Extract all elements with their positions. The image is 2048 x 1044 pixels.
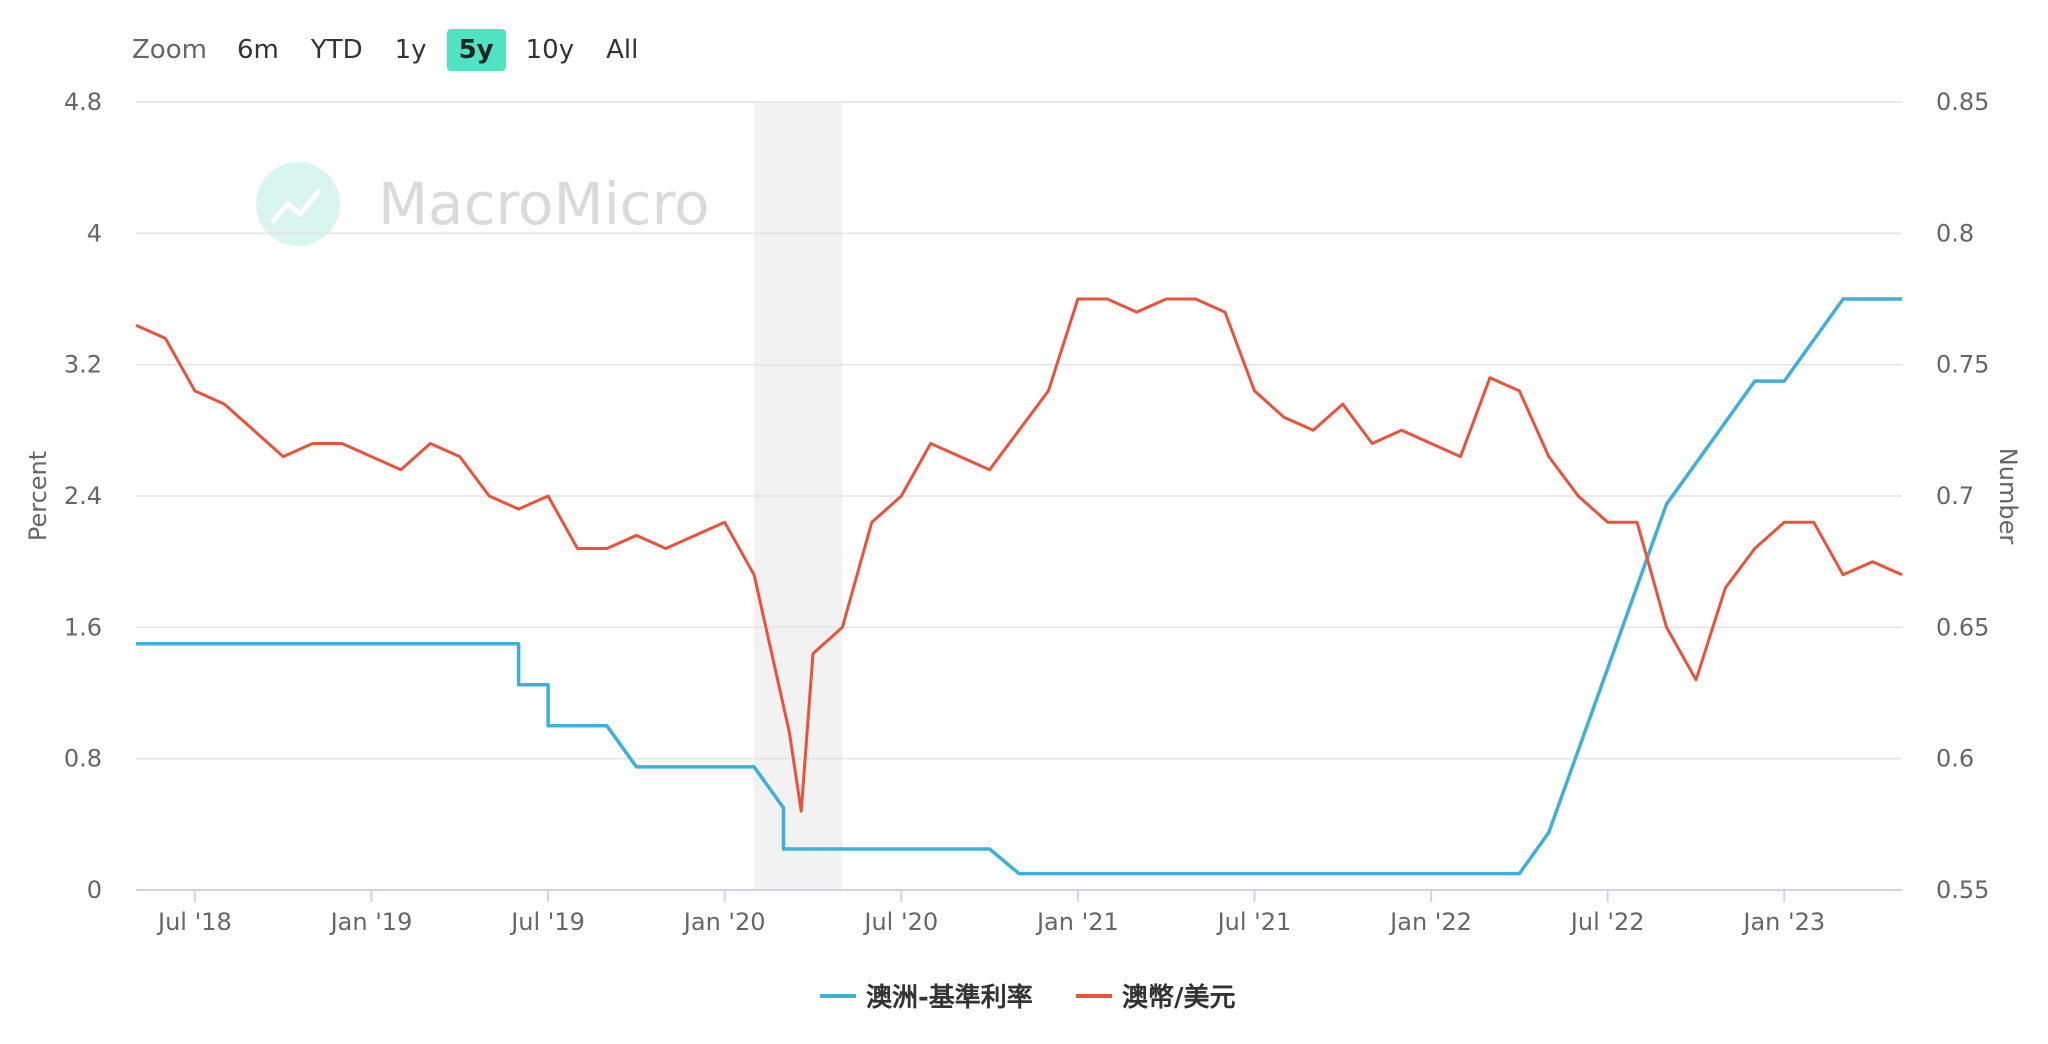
y-right-tick-label: 0.55 [1936, 876, 1989, 904]
y-left-tick-label: 4.8 [64, 88, 102, 116]
axis-layer: 0 0.55 0.8 0.6 1.6 0.65 2.4 0.7 3.2 0.75 4 0.8 4.8 0.… [64, 88, 1990, 936]
y-left-tick-label: 3.2 [64, 351, 102, 379]
y-right-tick-label: 0.7 [1936, 482, 1974, 510]
y-right-axis-label: Number [1994, 448, 2022, 545]
x-tick-label: Jan '19 [329, 908, 413, 936]
x-tick-label: Jan '20 [682, 908, 766, 936]
legend-rate-label: 澳洲-基準利率 [866, 982, 1033, 1013]
y-right-tick-label: 0.8 [1936, 219, 1974, 247]
zoom-toolbar: Zoom 6m YTD 1y 5y 10y All [132, 26, 650, 74]
y-left-axis-label: Percent [24, 451, 52, 541]
legend-fx-label: 澳幣/美元 [1122, 982, 1236, 1013]
zoom-all-button[interactable]: All [606, 35, 639, 65]
x-tick-label: Jul '21 [1216, 908, 1292, 936]
y-left-tick-label: 1.6 [64, 613, 102, 641]
x-tick-label: Jan '22 [1388, 908, 1472, 936]
zoom-label: Zoom [132, 35, 207, 65]
series-line-fx [135, 297, 1903, 813]
legend-item-rate[interactable]: 澳洲-基準利率 [820, 982, 1033, 1013]
y-left-tick-label: 4 [87, 219, 102, 247]
y-right-tick-label: 0.65 [1936, 613, 1989, 641]
watermark-logo-chart-icon [270, 188, 322, 224]
series-line-rate [136, 297, 1902, 876]
zoom-6m-button[interactable]: 6m [236, 35, 279, 65]
watermark-text: MacroMicro [378, 170, 710, 238]
zoom-ytd-button[interactable]: YTD [310, 35, 363, 65]
y-left-tick-label: 0 [87, 876, 102, 904]
watermark: MacroMicro [256, 162, 710, 246]
y-right-tick-label: 0.6 [1936, 745, 1974, 773]
legend: 澳洲-基準利率 澳幣/美元 [820, 982, 1236, 1013]
zoom-10y-button[interactable]: 10y [525, 35, 575, 65]
y-left-tick-label: 0.8 [64, 745, 102, 773]
zoom-5y-button[interactable]: 5y [446, 29, 506, 71]
y-left-tick-label: 2.4 [64, 482, 102, 510]
x-tick-label: Jan '21 [1035, 908, 1119, 936]
y-right-tick-label: 0.75 [1936, 351, 1989, 379]
x-tick-label: Jul '19 [509, 908, 585, 936]
x-tick-label: Jul '18 [156, 908, 232, 936]
x-tick-label: Jan '23 [1741, 908, 1825, 936]
x-tick-label: Jul '20 [862, 908, 938, 936]
watermark-logo-icon [256, 162, 340, 246]
legend-item-fx[interactable]: 澳幣/美元 [1076, 982, 1236, 1013]
x-tick-label: Jul '22 [1569, 908, 1645, 936]
y-right-tick-label: 0.85 [1936, 88, 1989, 116]
zoom-1y-button[interactable]: 1y [394, 35, 427, 65]
